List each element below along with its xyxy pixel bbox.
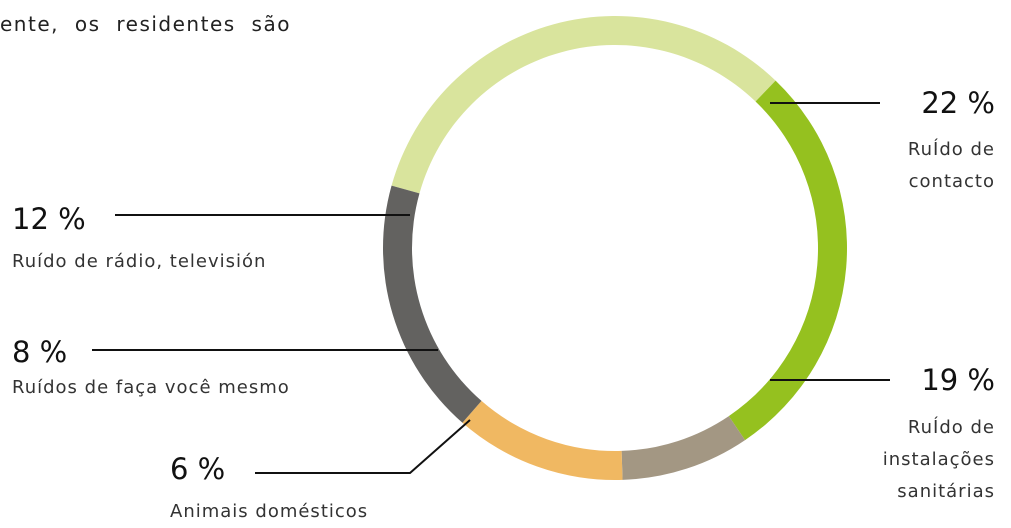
category-label: Ruídos de faça você mesmo bbox=[12, 377, 290, 398]
value-label: 12 % bbox=[12, 202, 86, 236]
donut-segment bbox=[462, 400, 623, 480]
donut-segment bbox=[383, 185, 482, 423]
donut-segment bbox=[621, 416, 746, 480]
value-label: 22 % bbox=[921, 86, 995, 120]
category-label: Ruído de rádio, televisión bbox=[12, 251, 267, 272]
value-label: 6 % bbox=[170, 452, 226, 486]
donut-segment bbox=[728, 80, 847, 441]
category-label: RuÍdo de contacto bbox=[907, 139, 995, 192]
value-label: 8 % bbox=[12, 335, 68, 369]
category-label: Animais domésticos bbox=[170, 501, 369, 522]
category-label: RuÍdo de instalações sanitárias bbox=[882, 417, 995, 502]
value-label: 19 % bbox=[921, 363, 995, 397]
donut-segment bbox=[391, 16, 776, 194]
leader-line bbox=[255, 419, 471, 474]
intro-text: ente, os residentes são bbox=[0, 12, 291, 36]
